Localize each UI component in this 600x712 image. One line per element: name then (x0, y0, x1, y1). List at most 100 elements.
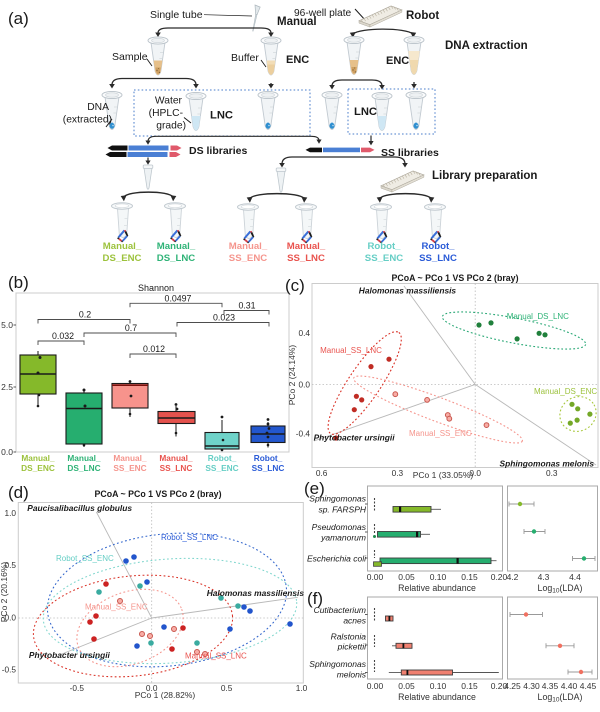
svg-text:Robot_: Robot_ (254, 453, 283, 463)
svg-text:PCo 1 (33.05%): PCo 1 (33.05%) (413, 470, 474, 480)
svg-text:0.05: 0.05 (398, 681, 415, 691)
svg-text:1.0: 1.0 (4, 508, 16, 518)
svg-text:0.032: 0.032 (52, 331, 74, 341)
svg-text:0.00: 0.00 (367, 681, 384, 691)
svg-text:0.10: 0.10 (430, 681, 447, 691)
svg-text:SS_LNC: SS_LNC (252, 463, 285, 473)
svg-text:0.10: 0.10 (430, 572, 447, 582)
svg-text:pickettii: pickettii (337, 642, 367, 652)
svg-text:Manual_DS_ENC: Manual_DS_ENC (534, 387, 597, 396)
svg-text:Manual_: Manual_ (113, 453, 147, 463)
svg-text:0.4: 0.4 (298, 328, 310, 338)
svg-text:-0.5: -0.5 (70, 683, 85, 693)
svg-text:1.0: 1.0 (296, 683, 308, 693)
svg-text:Paucisalibacillus globulus: Paucisalibacillus globulus (27, 503, 132, 513)
svg-text:Library preparation: Library preparation (432, 170, 537, 182)
svg-text:Robot_: Robot_ (208, 453, 237, 463)
svg-text:4.2: 4.2 (507, 572, 519, 582)
svg-text:ENC: ENC (286, 54, 309, 66)
svg-text:DS libraries: DS libraries (189, 145, 248, 157)
svg-text:Manual_SS_LNC: Manual_SS_LNC (320, 346, 382, 355)
svg-text:0.023: 0.023 (213, 313, 235, 323)
svg-text:Manual_: Manual_ (67, 453, 101, 463)
svg-text:Manual_: Manual_ (287, 241, 326, 252)
svg-text:PCo 2 (20.16%): PCo 2 (20.16%) (0, 562, 9, 623)
svg-text:4.35: 4.35 (542, 681, 559, 691)
svg-text:Ralstonia: Ralstonia (331, 632, 367, 642)
svg-text:(f): (f) (307, 589, 323, 608)
svg-text:4.30: 4.30 (523, 681, 540, 691)
svg-text:0.15: 0.15 (461, 572, 478, 582)
svg-text:5.0: 5.0 (1, 320, 13, 330)
svg-text:DS_ENC: DS_ENC (21, 463, 55, 473)
svg-text:Escherichia coli: Escherichia coli (307, 554, 367, 564)
svg-text:4.3: 4.3 (538, 572, 550, 582)
svg-text:Manual_DS_LNC: Manual_DS_LNC (507, 312, 569, 321)
svg-text:-0.4: -0.4 (296, 429, 311, 439)
svg-text:2.5: 2.5 (1, 382, 13, 392)
svg-text:SS_LNC: SS_LNC (160, 463, 193, 473)
svg-text:96-well plate: 96-well plate (294, 8, 352, 19)
svg-text:SS_LNC: SS_LNC (419, 253, 457, 264)
svg-text:yamanorum: yamanorum (320, 533, 366, 543)
svg-text:Manual_: Manual_ (103, 241, 142, 252)
svg-text:PCoA ~ PCo 1 VS PCo 2 (bray): PCoA ~ PCo 1 VS PCo 2 (bray) (94, 489, 221, 499)
svg-text:Pseudomonas: Pseudomonas (312, 522, 367, 532)
svg-text:SS_ENC: SS_ENC (113, 463, 146, 473)
svg-text:Robot_: Robot_ (421, 241, 455, 252)
svg-text:0.20: 0.20 (491, 572, 508, 582)
svg-text:(e): (e) (304, 479, 325, 498)
svg-text:DS_LNC: DS_LNC (67, 463, 100, 473)
svg-text:LNC: LNC (354, 106, 377, 118)
svg-text:0.0: 0.0 (146, 683, 158, 693)
svg-text:4.45: 4.45 (580, 681, 597, 691)
svg-text:0.0: 0.0 (1, 447, 13, 457)
svg-text:SS_ENC: SS_ENC (205, 463, 238, 473)
svg-text:SS_ENC: SS_ENC (229, 253, 267, 264)
svg-text:Manual_SS_ENC: Manual_SS_ENC (85, 603, 148, 612)
svg-text:Manual_: Manual_ (229, 241, 268, 252)
svg-text:Water: Water (155, 96, 183, 107)
svg-text:Relative abundance: Relative abundance (398, 583, 476, 593)
svg-text:DS_ENC: DS_ENC (103, 253, 142, 264)
svg-text:DNA extraction: DNA extraction (445, 40, 528, 52)
svg-text:0.6: 0.6 (316, 468, 328, 478)
svg-text:Manual_: Manual_ (21, 453, 55, 463)
svg-text:0.0: 0.0 (298, 379, 310, 389)
svg-text:sp. FARSPH: sp. FARSPH (318, 505, 366, 515)
svg-text:4.4: 4.4 (569, 572, 581, 582)
svg-text:Robot_: Robot_ (367, 241, 401, 252)
svg-text:Sample: Sample (112, 51, 148, 63)
svg-text:0.15: 0.15 (461, 681, 478, 691)
svg-text:0.0: 0.0 (4, 613, 16, 623)
svg-text:Robot: Robot (406, 10, 439, 22)
svg-text:0.3: 0.3 (546, 468, 558, 478)
svg-text:Phytobacter ursingii: Phytobacter ursingii (29, 650, 111, 660)
svg-text:Cutibacterium: Cutibacterium (314, 605, 366, 615)
svg-text:0.5: 0.5 (4, 560, 16, 570)
svg-text:(HPLC-: (HPLC- (149, 108, 183, 119)
svg-text:Manual_SS_LNC: Manual_SS_LNC (185, 652, 247, 661)
svg-text:Log10(LDA): Log10(LDA) (538, 692, 583, 704)
svg-text:0.012: 0.012 (143, 344, 165, 354)
svg-text:SS_ENC: SS_ENC (365, 253, 403, 264)
svg-text:Single tube: Single tube (150, 9, 203, 21)
svg-text:(b): (b) (8, 273, 29, 292)
svg-text:(extracted): (extracted) (63, 115, 112, 126)
svg-text:Manual_: Manual_ (159, 453, 193, 463)
svg-text:Sphingomonas: Sphingomonas (309, 659, 366, 669)
svg-text:Halomonas massiliensis: Halomonas massiliensis (207, 588, 305, 598)
svg-text:acnes: acnes (343, 616, 366, 626)
svg-text:grade): grade) (156, 121, 186, 132)
svg-text:Manual_SS_ENC: Manual_SS_ENC (409, 429, 472, 438)
svg-text:PCo 2 (24.14%): PCo 2 (24.14%) (287, 345, 297, 406)
svg-text:SS_LNC: SS_LNC (287, 253, 325, 264)
svg-text:Phytobacter ursingii: Phytobacter ursingii (314, 433, 396, 443)
svg-text:DS_LNC: DS_LNC (157, 253, 195, 264)
svg-text:Robot_SS_ENC: Robot_SS_ENC (56, 554, 114, 563)
svg-text:Sphingomonas: Sphingomonas (309, 494, 366, 504)
svg-text:Log10(LDA): Log10(LDA) (538, 583, 583, 595)
svg-text:0.5: 0.5 (221, 683, 233, 693)
svg-text:Sphingomonas melonis: Sphingomonas melonis (500, 459, 595, 469)
svg-text:(a): (a) (8, 9, 29, 28)
